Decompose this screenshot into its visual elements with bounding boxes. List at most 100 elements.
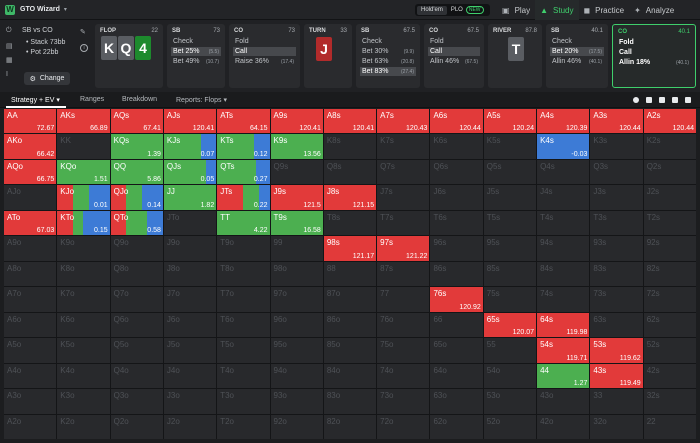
hand-cell-98o[interactable]: 98o — [270, 261, 323, 287]
hand-cell-k2s[interactable]: K2s — [643, 134, 696, 159]
hand-cell-63o[interactable]: 63o — [430, 389, 483, 414]
hand-cell-85o[interactable]: 85o — [323, 338, 377, 363]
hand-cell-kts[interactable]: KTs 0.12 — [217, 134, 270, 159]
action-option[interactable]: Bet 20% (17.5) — [550, 47, 604, 56]
hand-cell-j7o[interactable]: J7o — [163, 287, 217, 312]
node-co-8[interactable]: CO 40.1 Fold Call Allin 18% (40.1) — [612, 24, 696, 88]
tab-strategy-ev[interactable]: Strategy + EV ▾ — [11, 97, 60, 104]
tab-plo[interactable]: PLO NEW — [447, 6, 488, 14]
hand-cell-88[interactable]: 88 — [323, 261, 377, 287]
hand-cell-aqs[interactable]: AQs 67.41 — [110, 109, 163, 134]
hand-cell-t4o[interactable]: T4o — [217, 363, 270, 389]
hand-cell-a9s[interactable]: A9s 120.41 — [270, 109, 323, 134]
hand-cell-t6o[interactable]: T6o — [217, 312, 270, 338]
hand-cell-j5s[interactable]: J5s — [483, 185, 537, 210]
hand-cell-j4o[interactable]: J4o — [163, 363, 217, 389]
action-option[interactable]: Bet 49% (10.7) — [171, 57, 221, 66]
hand-cell-66[interactable]: 66 — [430, 312, 483, 338]
hand-cell-86s[interactable]: 86s — [430, 261, 483, 287]
hand-cell-a7s[interactable]: A7s 120.43 — [377, 109, 430, 134]
hand-cell-a2o[interactable]: A2o — [4, 414, 57, 439]
node-flop-0[interactable]: FLOP 22 K Q 4 — [95, 24, 163, 88]
hand-cell-t9o[interactable]: T9o — [217, 236, 270, 261]
node-sb-7[interactable]: SB 40.1 Check Bet 20% (17.5) Allin 46% (40.1) — [546, 24, 608, 88]
view-single-icon[interactable] — [646, 97, 652, 103]
hand-cell-64o[interactable]: 64o — [430, 363, 483, 389]
hand-cell-93s[interactable]: 93s — [590, 236, 643, 261]
hand-cell-j6s[interactable]: J6s — [430, 185, 483, 210]
hand-cell-43o[interactable]: 43o — [537, 389, 590, 414]
hand-cell-97s[interactable]: 97s 121.22 — [377, 236, 430, 261]
hand-cell-a6o[interactable]: A6o — [4, 312, 57, 338]
hand-cell-77[interactable]: 77 — [377, 287, 430, 312]
nav-study[interactable]: ▲ Study — [535, 0, 579, 20]
hand-cell-93o[interactable]: 93o — [270, 389, 323, 414]
hand-cell-t7s[interactable]: T7s — [377, 210, 430, 236]
node-co-2[interactable]: CO 73 Fold Call Raise 36% (17.4) — [229, 24, 300, 88]
hand-cell-ajo[interactable]: AJo — [4, 185, 57, 210]
hand-cell-k5o[interactable]: K5o — [57, 338, 110, 363]
hand-cell-65o[interactable]: 65o — [430, 338, 483, 363]
hand-cell-72s[interactable]: 72s — [643, 287, 696, 312]
hand-cell-k7s[interactable]: K7s — [377, 134, 430, 159]
hand-cell-a9o[interactable]: A9o — [4, 236, 57, 261]
action-option[interactable]: Raise 36% (17.4) — [233, 57, 296, 66]
display-mode-icon[interactable] — [633, 97, 639, 103]
hand-cell-ats[interactable]: ATs 64.15 — [217, 109, 270, 134]
hand-cell-qts[interactable]: QTs 0.27 — [217, 159, 270, 185]
hand-cell-jj[interactable]: JJ 1.82 — [163, 185, 217, 210]
hand-cell-52o[interactable]: 52o — [483, 414, 537, 439]
action-option[interactable]: Allin 46% (67.5) — [428, 57, 480, 66]
hand-cell-j3s[interactable]: J3s — [590, 185, 643, 210]
hand-cell-94s[interactable]: 94s — [537, 236, 590, 261]
pencil-icon[interactable]: ✎ — [80, 29, 86, 36]
hand-cell-k9s[interactable]: K9s 13.56 — [270, 134, 323, 159]
hand-cell-52s[interactable]: 52s — [643, 338, 696, 363]
hand-cell-ako[interactable]: AKo 66.42 — [4, 134, 57, 159]
hand-cell-95s[interactable]: 95s — [483, 236, 537, 261]
hand-cell-83s[interactable]: 83s — [590, 261, 643, 287]
hand-cell-82s[interactable]: 82s — [643, 261, 696, 287]
hand-cell-q5o[interactable]: Q5o — [110, 338, 163, 363]
hand-cell-96o[interactable]: 96o — [270, 312, 323, 338]
hand-cell-87o[interactable]: 87o — [323, 287, 377, 312]
hand-cell-t6s[interactable]: T6s — [430, 210, 483, 236]
hand-cell-32o[interactable]: 32o — [590, 414, 643, 439]
hand-cell-84o[interactable]: 84o — [323, 363, 377, 389]
view-grid-icon[interactable] — [672, 97, 678, 103]
hand-cell-a4o[interactable]: A4o — [4, 363, 57, 389]
hand-cell-q4s[interactable]: Q4s — [537, 159, 590, 185]
node-sb-1[interactable]: SB 73 Check Bet 25% (5.5) Bet 49% (10.7) — [167, 24, 225, 88]
nav-practice[interactable]: ◼ Practice — [579, 0, 630, 20]
hand-cell-83o[interactable]: 83o — [323, 389, 377, 414]
action-option[interactable]: Bet 83% (27.4) — [360, 67, 416, 76]
node-river-6[interactable]: RIVER 87.8 T — [488, 24, 542, 88]
hand-cell-92o[interactable]: 92o — [270, 414, 323, 439]
hand-cell-kjo[interactable]: KJo 0.01 — [57, 185, 110, 210]
hand-cell-j2o[interactable]: J2o — [163, 414, 217, 439]
hand-cell-74s[interactable]: 74s — [537, 287, 590, 312]
table-icon[interactable]: ▦ — [6, 57, 13, 64]
hand-cell-a8o[interactable]: A8o — [4, 261, 57, 287]
hand-cell-92s[interactable]: 92s — [643, 236, 696, 261]
hand-cell-74o[interactable]: 74o — [377, 363, 430, 389]
hand-cell-kqo[interactable]: KQo 1.51 — [57, 159, 110, 185]
action-option[interactable]: Allin 18% (40.1) — [617, 58, 691, 67]
hand-cell-t3o[interactable]: T3o — [217, 389, 270, 414]
hand-cell-t5o[interactable]: T5o — [217, 338, 270, 363]
hand-cell-j9o[interactable]: J9o — [163, 236, 217, 261]
action-option[interactable]: Bet 63% (20.8) — [360, 57, 416, 66]
tab-breakdown[interactable]: Breakdown — [122, 96, 158, 103]
hand-cell-ajs[interactable]: AJs 120.41 — [163, 109, 217, 134]
hand-cell-q9s[interactable]: Q9s — [270, 159, 323, 185]
hand-cell-k4o[interactable]: K4o — [57, 363, 110, 389]
hand-cell-tt[interactable]: TT 4.22 — [217, 210, 270, 236]
hand-cell-k8s[interactable]: K8s — [323, 134, 377, 159]
action-option[interactable]: Bet 30% (9.9) — [360, 47, 416, 56]
hand-cell-73s[interactable]: 73s — [590, 287, 643, 312]
hand-cell-j8o[interactable]: J8o — [163, 261, 217, 287]
hand-cell-94o[interactable]: 94o — [270, 363, 323, 389]
hand-cell-33[interactable]: 33 — [590, 389, 643, 414]
hand-cell-72o[interactable]: 72o — [377, 414, 430, 439]
hand-cell-99[interactable]: 99 — [270, 236, 323, 261]
